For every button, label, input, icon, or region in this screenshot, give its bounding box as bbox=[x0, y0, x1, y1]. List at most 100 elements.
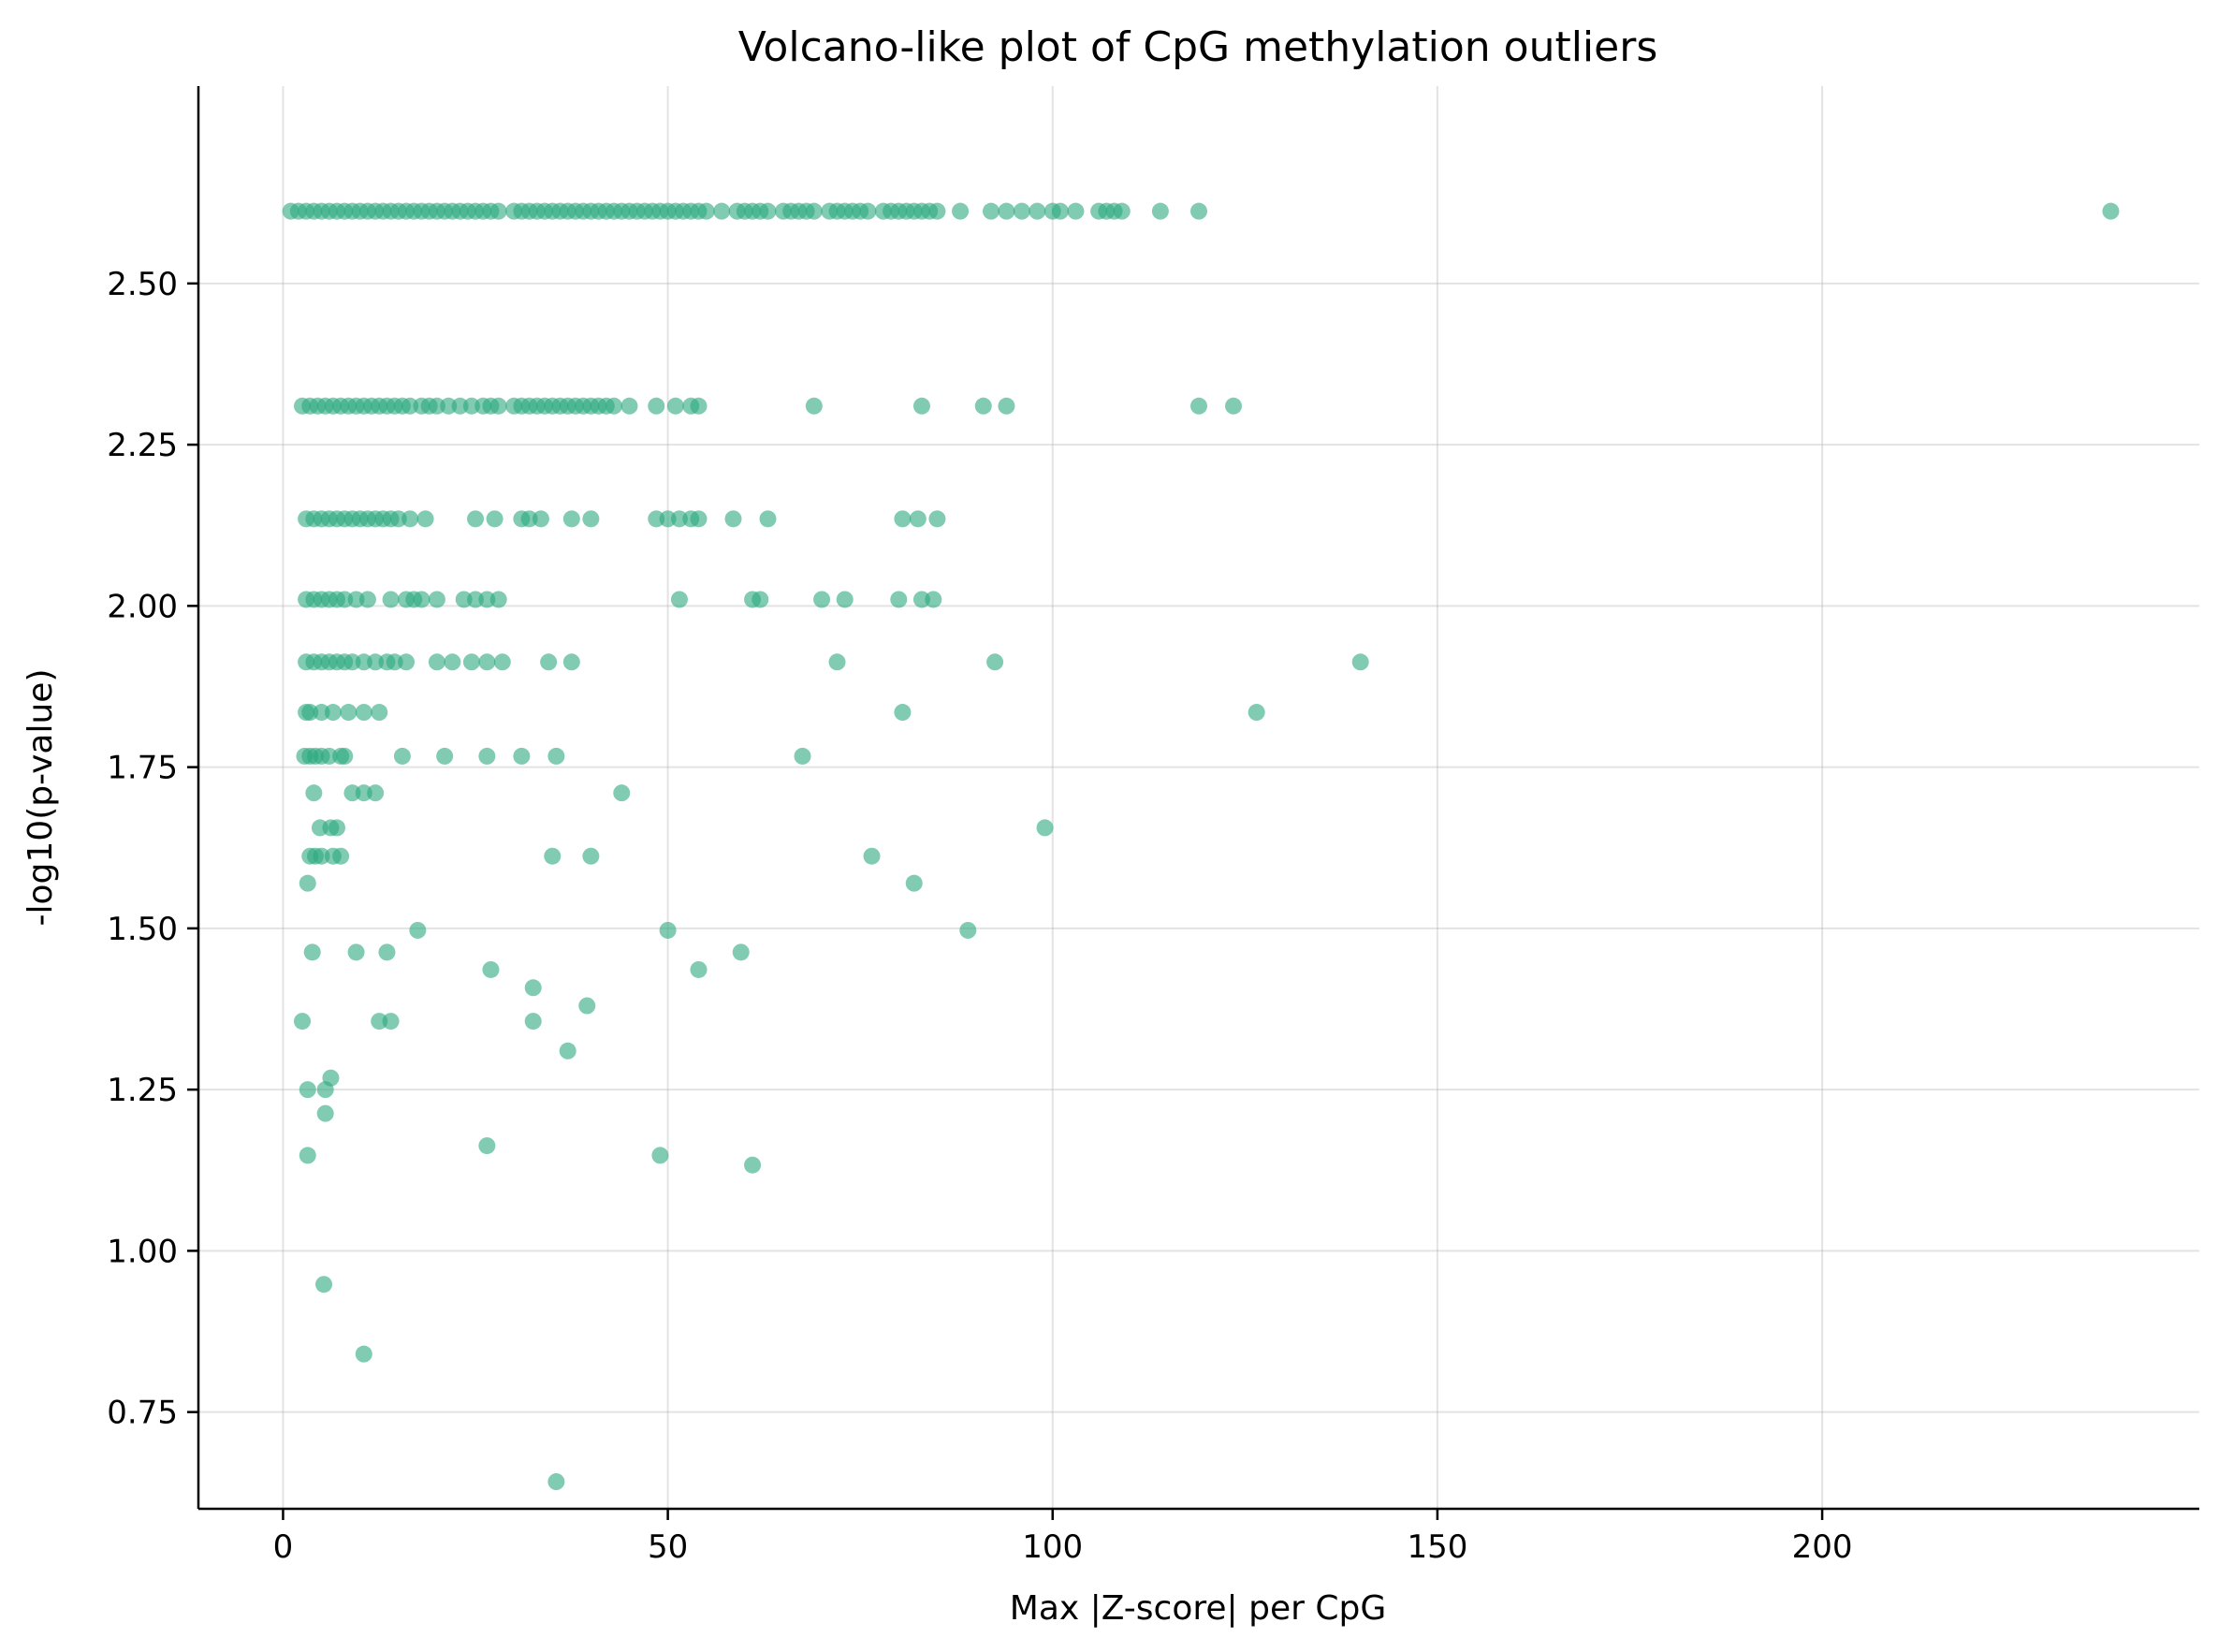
data-point bbox=[998, 202, 1015, 220]
data-point bbox=[478, 653, 496, 671]
data-point bbox=[912, 591, 930, 608]
x-axis-label: Max |Z-score| per CpG bbox=[1010, 1589, 1386, 1628]
data-point bbox=[378, 943, 396, 961]
data-point bbox=[666, 397, 684, 415]
data-point bbox=[355, 784, 372, 802]
data-point bbox=[952, 202, 970, 220]
data-point bbox=[620, 397, 638, 415]
data-point bbox=[912, 397, 930, 415]
data-point bbox=[489, 202, 507, 220]
grid-lines bbox=[198, 86, 2199, 1509]
data-point bbox=[606, 397, 623, 415]
data-point bbox=[489, 397, 507, 415]
data-point bbox=[813, 591, 831, 608]
data-point bbox=[393, 747, 411, 765]
data-point bbox=[324, 704, 342, 722]
data-point bbox=[1051, 202, 1069, 220]
x-tick-label: 0 bbox=[273, 1528, 294, 1566]
data-point bbox=[894, 704, 912, 722]
data-point bbox=[428, 397, 445, 415]
y-tick-label: 1.75 bbox=[107, 750, 178, 787]
data-point bbox=[343, 653, 361, 671]
data-point bbox=[724, 510, 742, 528]
data-point bbox=[690, 397, 708, 415]
data-point bbox=[2102, 202, 2120, 220]
data-point bbox=[998, 397, 1015, 415]
data-point bbox=[482, 960, 500, 978]
data-point bbox=[520, 510, 538, 528]
data-point bbox=[986, 653, 1004, 671]
data-point bbox=[299, 874, 316, 892]
data-point bbox=[401, 397, 419, 415]
y-tick-label: 1.50 bbox=[107, 911, 178, 948]
data-point bbox=[928, 510, 946, 528]
data-point bbox=[544, 847, 562, 865]
data-point bbox=[1067, 202, 1085, 220]
data-point bbox=[547, 747, 565, 765]
data-point bbox=[305, 784, 323, 802]
data-point bbox=[462, 397, 480, 415]
data-point bbox=[355, 704, 372, 722]
data-point bbox=[389, 510, 407, 528]
data-point bbox=[336, 591, 354, 608]
data-point bbox=[909, 510, 927, 528]
data-point bbox=[651, 1147, 669, 1164]
y-axis-label: -log10(p-value) bbox=[22, 669, 60, 927]
data-point bbox=[467, 591, 485, 608]
data-point bbox=[1013, 202, 1030, 220]
data-point bbox=[355, 1345, 372, 1363]
data-point bbox=[670, 510, 688, 528]
data-point bbox=[451, 397, 469, 415]
data-point bbox=[713, 202, 731, 220]
chart-title: Volcano-like plot of CpG methylation out… bbox=[738, 23, 1658, 71]
data-point bbox=[559, 1042, 576, 1060]
data-point bbox=[315, 1276, 333, 1294]
data-point bbox=[444, 653, 461, 671]
data-point bbox=[299, 1081, 316, 1099]
data-point bbox=[313, 847, 330, 865]
data-point bbox=[428, 591, 445, 608]
data-point bbox=[382, 1013, 400, 1031]
x-tick-label: 150 bbox=[1407, 1528, 1467, 1566]
y-tick-label: 0.75 bbox=[107, 1395, 178, 1432]
data-point bbox=[759, 510, 777, 528]
data-point bbox=[428, 653, 445, 671]
data-point bbox=[340, 704, 358, 722]
data-point bbox=[670, 591, 688, 608]
data-point bbox=[562, 510, 580, 528]
data-point bbox=[697, 202, 715, 220]
data-point bbox=[613, 784, 631, 802]
data-point bbox=[524, 979, 542, 997]
data-point bbox=[347, 943, 365, 961]
data-point bbox=[582, 510, 600, 528]
data-point bbox=[905, 874, 923, 892]
data-point bbox=[355, 653, 372, 671]
data-point bbox=[455, 591, 473, 608]
data-point bbox=[794, 747, 811, 765]
data-point bbox=[648, 397, 665, 415]
x-tick-label: 200 bbox=[1792, 1528, 1853, 1566]
data-point bbox=[1036, 819, 1054, 837]
data-point bbox=[562, 653, 580, 671]
data-point bbox=[347, 591, 365, 608]
data-point bbox=[371, 1013, 388, 1031]
y-tick-label: 1.00 bbox=[107, 1233, 178, 1270]
data-point bbox=[690, 960, 708, 978]
data-point bbox=[478, 591, 496, 608]
data-point bbox=[805, 397, 823, 415]
data-point bbox=[478, 747, 496, 765]
data-point bbox=[409, 921, 427, 939]
x-tick-label: 100 bbox=[1022, 1528, 1083, 1566]
data-point bbox=[540, 653, 558, 671]
data-point bbox=[489, 591, 507, 608]
data-point bbox=[320, 747, 338, 765]
data-point bbox=[1351, 653, 1369, 671]
data-point bbox=[928, 202, 946, 220]
data-point bbox=[759, 202, 777, 220]
data-point bbox=[648, 510, 665, 528]
data-point bbox=[478, 1137, 496, 1155]
data-point bbox=[582, 847, 600, 865]
data-point bbox=[301, 704, 319, 722]
data-point bbox=[332, 847, 350, 865]
